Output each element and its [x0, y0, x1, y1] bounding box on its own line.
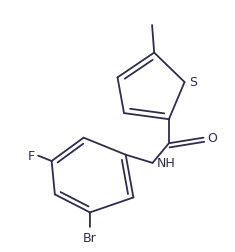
- Text: Br: Br: [83, 231, 97, 244]
- Text: F: F: [27, 149, 35, 163]
- Text: NH: NH: [156, 157, 175, 170]
- Text: S: S: [189, 76, 197, 89]
- Text: O: O: [207, 131, 217, 144]
